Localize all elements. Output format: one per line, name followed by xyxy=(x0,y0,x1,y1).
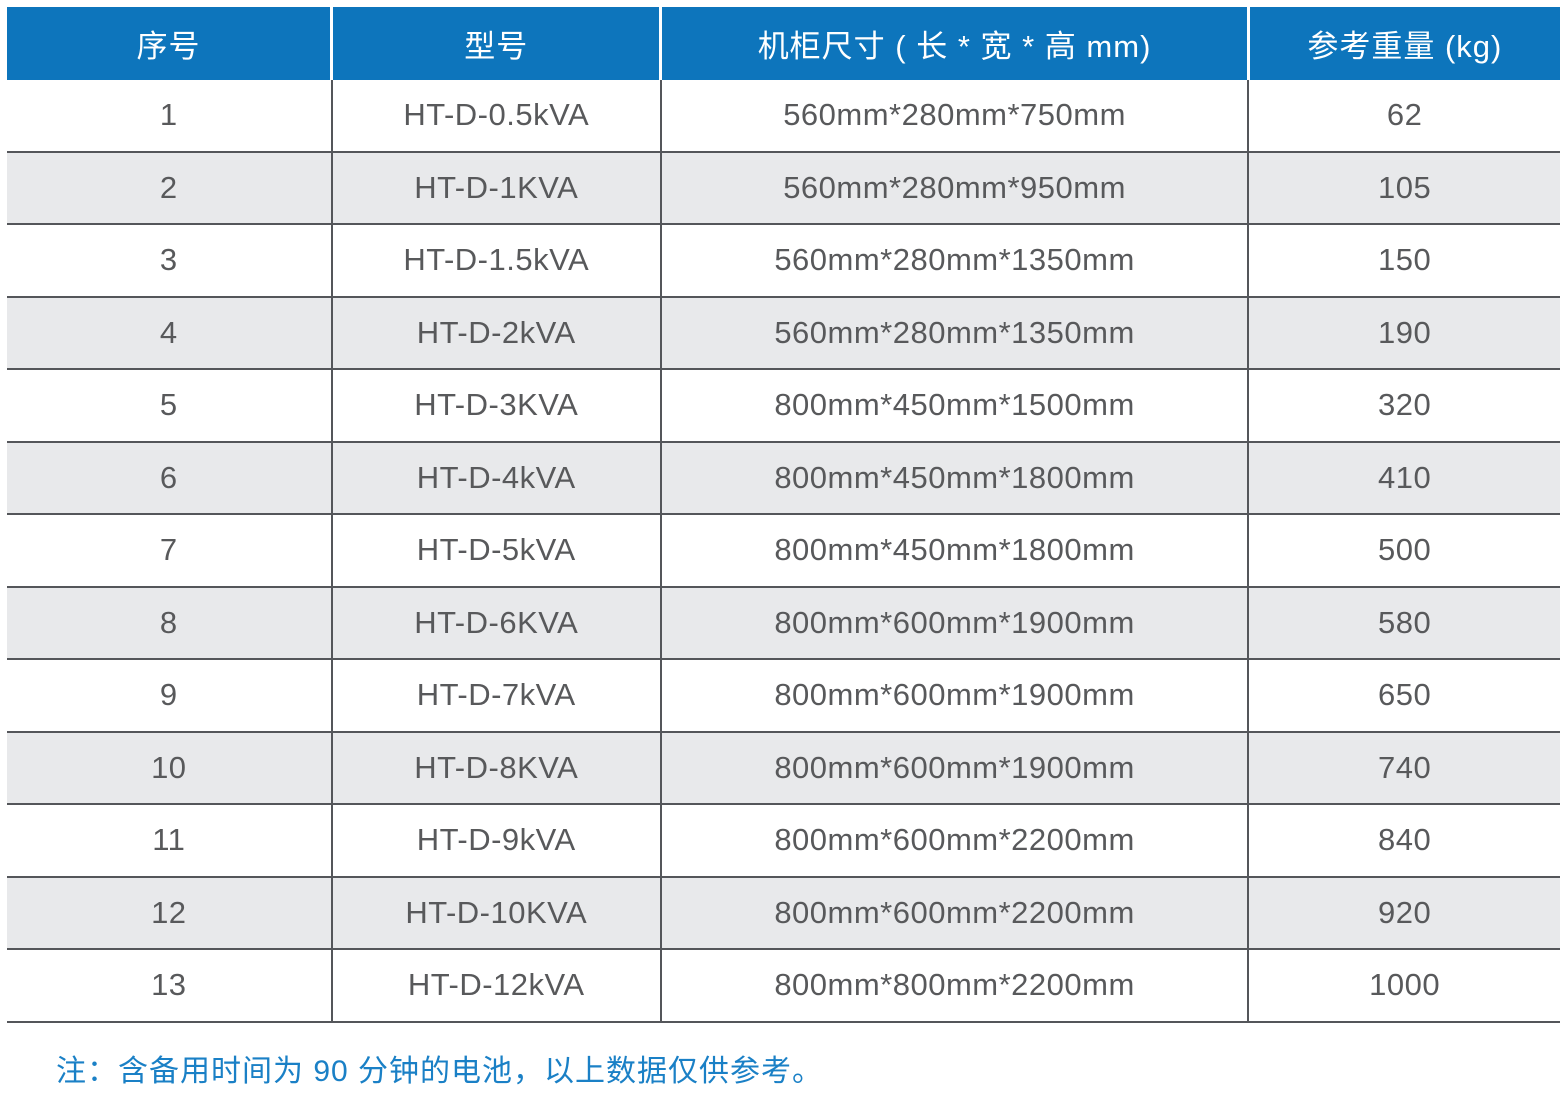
table-cell-index: 4 xyxy=(7,296,332,370)
table-cell-model: HT-D-6KVA xyxy=(330,586,661,660)
table-cell-model: HT-D-4kVA xyxy=(330,441,661,515)
table-cell-weight: 320 xyxy=(1247,369,1560,443)
column-header-model: 型号 xyxy=(330,7,661,80)
table-row: 5 HT-D-3KVA 800mm*450mm*1500mm 320 xyxy=(7,369,1560,443)
table-cell-dimensions: 800mm*600mm*1900mm xyxy=(659,659,1249,733)
table-cell-weight: 105 xyxy=(1247,151,1560,225)
table-cell-dimensions: 800mm*450mm*1800mm xyxy=(659,514,1249,588)
table-header-row: 序号 型号 机柜尺寸 ( 长 * 宽 * 高 mm) 参考重量 (kg) xyxy=(7,7,1560,80)
table-cell-weight: 840 xyxy=(1247,804,1560,878)
table-cell-weight: 740 xyxy=(1247,731,1560,805)
table-cell-weight: 500 xyxy=(1247,514,1560,588)
column-header-weight: 参考重量 (kg) xyxy=(1246,7,1560,80)
table-cell-dimensions: 560mm*280mm*750mm xyxy=(659,80,1249,153)
table-row: 6 HT-D-4kVA 800mm*450mm*1800mm 410 xyxy=(7,441,1560,515)
table-cell-index: 3 xyxy=(7,224,332,298)
table-cell-dimensions: 800mm*600mm*2200mm xyxy=(659,876,1249,950)
table-cell-weight: 1000 xyxy=(1247,949,1560,1023)
table-cell-index: 6 xyxy=(7,441,332,515)
table-body: 1 HT-D-0.5kVA 560mm*280mm*750mm 62 2 HT-D-1KV… xyxy=(7,80,1560,1023)
table-cell-weight: 650 xyxy=(1247,659,1560,733)
table-cell-model: HT-D-10KVA xyxy=(330,876,661,950)
table-cell-model: HT-D-7kVA xyxy=(330,659,661,733)
table-cell-model: HT-D-1KVA xyxy=(330,151,661,225)
table-cell-model: HT-D-0.5kVA xyxy=(330,80,661,153)
table-cell-model: HT-D-8KVA xyxy=(330,731,661,805)
table-row: 10 HT-D-8KVA 800mm*600mm*1900mm 740 xyxy=(7,731,1560,805)
table-cell-index: 2 xyxy=(7,151,332,225)
table-cell-weight: 580 xyxy=(1247,586,1560,660)
table-cell-dimensions: 560mm*280mm*950mm xyxy=(659,151,1249,225)
table-cell-dimensions: 800mm*800mm*2200mm xyxy=(659,949,1249,1023)
table-cell-index: 10 xyxy=(7,731,332,805)
table-cell-dimensions: 560mm*280mm*1350mm xyxy=(659,296,1249,370)
table-cell-index: 5 xyxy=(7,369,332,443)
column-header-index: 序号 xyxy=(7,7,332,80)
footnote: 注：含备用时间为 90 分钟的电池，以上数据仅供参考。 xyxy=(56,1055,824,1088)
table-cell-model: HT-D-9kVA xyxy=(330,804,661,878)
table-row: 1 HT-D-0.5kVA 560mm*280mm*750mm 62 xyxy=(7,80,1560,153)
table-cell-model: HT-D-5kVA xyxy=(330,514,661,588)
table-cell-dimensions: 800mm*450mm*1500mm xyxy=(659,369,1249,443)
table-cell-dimensions: 800mm*600mm*1900mm xyxy=(659,731,1249,805)
table-cell-model: HT-D-2kVA xyxy=(330,296,661,370)
table-cell-dimensions: 800mm*600mm*2200mm xyxy=(659,804,1249,878)
table-cell-dimensions: 800mm*450mm*1800mm xyxy=(659,441,1249,515)
table-row: 9 HT-D-7kVA 800mm*600mm*1900mm 650 xyxy=(7,659,1560,733)
table-cell-weight: 410 xyxy=(1247,441,1560,515)
table-cell-index: 1 xyxy=(7,80,332,153)
table-cell-index: 9 xyxy=(7,659,332,733)
table-cell-weight: 62 xyxy=(1247,80,1560,153)
table-cell-index: 11 xyxy=(7,804,332,878)
spec-table: 序号 型号 机柜尺寸 ( 长 * 宽 * 高 mm) 参考重量 (kg) 1 HT-D-… xyxy=(7,7,1560,1023)
table-cell-model: HT-D-1.5kVA xyxy=(330,224,661,298)
table-cell-index: 12 xyxy=(7,876,332,950)
table-row: 2 HT-D-1KVA 560mm*280mm*950mm 105 xyxy=(7,151,1560,225)
table-row: 11 HT-D-9kVA 800mm*600mm*2200mm 840 xyxy=(7,804,1560,878)
table-row: 8 HT-D-6KVA 800mm*600mm*1900mm 580 xyxy=(7,586,1560,660)
table-row: 4 HT-D-2kVA 560mm*280mm*1350mm 190 xyxy=(7,296,1560,370)
table-row: 12 HT-D-10KVA 800mm*600mm*2200mm 920 xyxy=(7,876,1560,950)
table-cell-index: 13 xyxy=(7,949,332,1023)
table-cell-dimensions: 800mm*600mm*1900mm xyxy=(659,586,1249,660)
table-cell-weight: 190 xyxy=(1247,296,1560,370)
table-row: 13 HT-D-12kVA 800mm*800mm*2200mm 1000 xyxy=(7,949,1560,1023)
table-row: 7 HT-D-5kVA 800mm*450mm*1800mm 500 xyxy=(7,514,1560,588)
table-row: 3 HT-D-1.5kVA 560mm*280mm*1350mm 150 xyxy=(7,224,1560,298)
column-header-dimensions: 机柜尺寸 ( 长 * 宽 * 高 mm) xyxy=(659,7,1249,80)
table-cell-dimensions: 560mm*280mm*1350mm xyxy=(659,224,1249,298)
table-cell-model: HT-D-12kVA xyxy=(330,949,661,1023)
table-header: 序号 型号 机柜尺寸 ( 长 * 宽 * 高 mm) 参考重量 (kg) xyxy=(7,7,1560,80)
table-cell-index: 8 xyxy=(7,586,332,660)
table-cell-weight: 920 xyxy=(1247,876,1560,950)
table-cell-weight: 150 xyxy=(1247,224,1560,298)
table-cell-model: HT-D-3KVA xyxy=(330,369,661,443)
table-cell-index: 7 xyxy=(7,514,332,588)
